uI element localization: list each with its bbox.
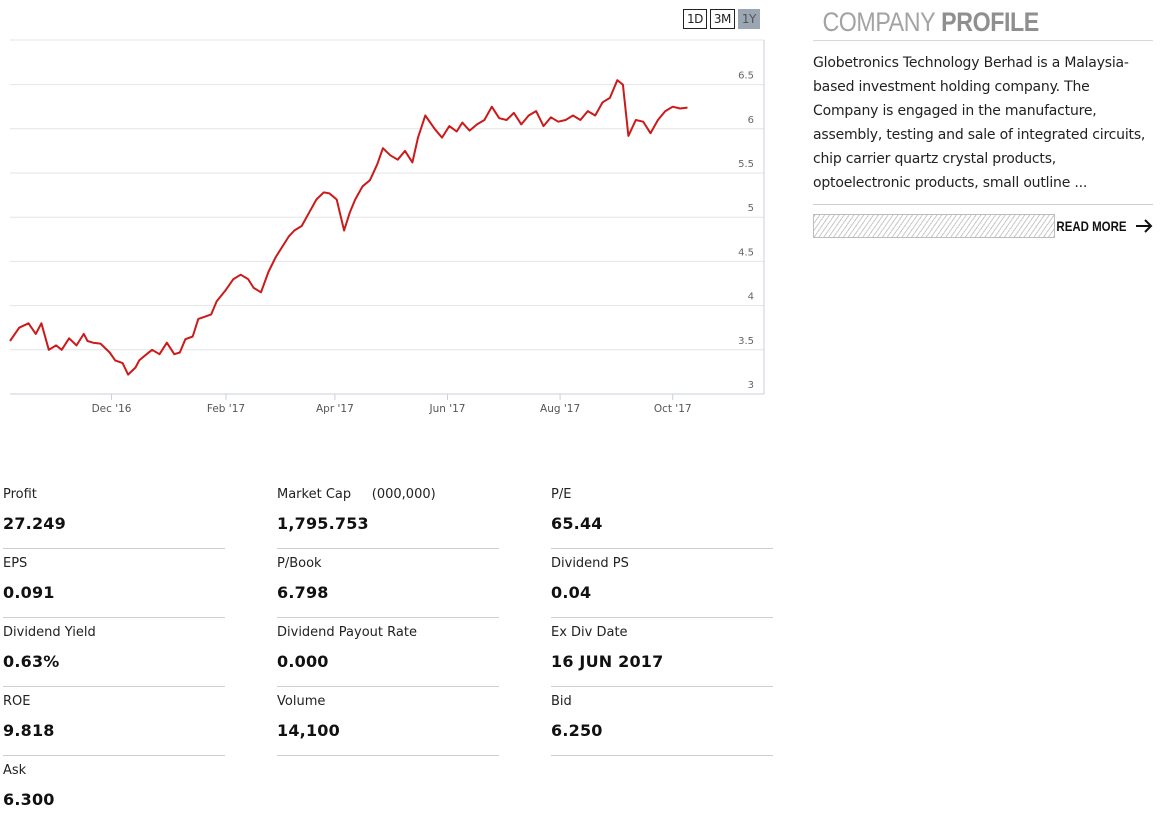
stat-divider bbox=[3, 548, 225, 549]
range-1d-button[interactable]: 1D bbox=[683, 9, 707, 29]
range-selector: 1D 3M 1Y bbox=[683, 9, 760, 29]
stat-value: 6.300 bbox=[3, 790, 55, 809]
company-profile-panel: COMPANY PROFILE Globetronics Technology … bbox=[813, 0, 1153, 240]
y-tick-label: 4.5 bbox=[738, 247, 754, 258]
y-tick-label: 5 bbox=[748, 203, 754, 214]
y-tick-label: 5.5 bbox=[738, 159, 754, 170]
stat-label: EPS bbox=[3, 556, 28, 571]
stat-divider bbox=[551, 548, 773, 549]
stat-item: Profit 27.249 bbox=[3, 480, 225, 549]
y-axis: 6.5 6 5.5 5 4.5 4 3.5 3 bbox=[738, 71, 754, 391]
x-tick-label: Feb '17 bbox=[207, 403, 245, 415]
x-tick-label: Apr '17 bbox=[316, 403, 354, 415]
stat-value: 9.818 bbox=[3, 721, 55, 740]
y-tick-label: 3.5 bbox=[738, 336, 754, 347]
stat-item: P/E 65.44 bbox=[551, 480, 773, 549]
stat-divider bbox=[277, 548, 499, 549]
stat-divider bbox=[277, 686, 499, 687]
arrow-right-icon bbox=[1136, 219, 1153, 233]
stat-label: Ask bbox=[3, 763, 27, 778]
stat-value: 14,100 bbox=[277, 721, 340, 740]
stat-label: Market Cap (000,000) bbox=[277, 487, 436, 502]
y-tick-label: 6 bbox=[748, 115, 754, 126]
price-series-line bbox=[9, 79, 688, 376]
stat-divider bbox=[277, 617, 499, 618]
chart-grid bbox=[10, 39, 765, 395]
stat-value: 27.249 bbox=[3, 514, 66, 533]
hatch-pattern bbox=[813, 214, 1055, 238]
stat-divider bbox=[277, 755, 499, 756]
x-tick-label: Jun '17 bbox=[428, 403, 465, 415]
profile-divider bbox=[813, 40, 1153, 41]
stat-value: 16 JUN 2017 bbox=[551, 652, 664, 671]
stat-item: Bid 6.250 bbox=[551, 687, 773, 756]
stat-divider bbox=[3, 686, 225, 687]
stat-value: 0.04 bbox=[551, 583, 592, 602]
read-more-link[interactable]: READ MORE bbox=[1041, 214, 1153, 238]
stat-label: Bid bbox=[551, 694, 572, 709]
stat-label: Profit bbox=[3, 487, 37, 502]
stat-item: ROE 9.818 bbox=[3, 687, 225, 756]
stat-item: Dividend PS 0.04 bbox=[551, 549, 773, 618]
x-tick-label: Dec '16 bbox=[92, 403, 132, 415]
stat-label: Ex Div Date bbox=[551, 625, 628, 640]
stat-divider bbox=[3, 755, 225, 756]
stat-label: P/Book bbox=[277, 556, 322, 571]
stat-item: Ask 6.300 bbox=[3, 756, 225, 814]
profile-bottom-divider bbox=[813, 204, 1153, 205]
stat-divider bbox=[551, 617, 773, 618]
profile-heading-bold: PROFILE bbox=[941, 7, 1039, 37]
y-tick-label: 4 bbox=[748, 292, 754, 303]
x-tick-label: Oct '17 bbox=[654, 403, 692, 415]
read-more-label: READ MORE bbox=[1056, 218, 1127, 234]
stat-item: Dividend Yield 0.63% bbox=[3, 618, 225, 687]
range-3m-button[interactable]: 3M bbox=[709, 9, 735, 29]
stat-value: 6.798 bbox=[277, 583, 329, 602]
stat-value: 6.250 bbox=[551, 721, 603, 740]
x-axis: Dec '16 Feb '17 Apr '17 Jun '17 Aug '17 Oct '… bbox=[92, 394, 692, 415]
read-more-row: READ MORE bbox=[813, 214, 1153, 240]
y-tick-label: 3 bbox=[748, 380, 754, 391]
stat-label: ROE bbox=[3, 694, 31, 709]
profile-description: Globetronics Technology Berhad is a Mala… bbox=[813, 55, 1146, 191]
stat-divider bbox=[551, 686, 773, 687]
range-1y-button[interactable]: 1Y bbox=[737, 9, 760, 29]
price-chart: 6.5 6 5.5 5 4.5 4 3.5 3 Dec '16 Feb '17 Apr '17 Ju… bbox=[9, 39, 765, 415]
stat-divider bbox=[3, 617, 225, 618]
stat-value: 1,795.753 bbox=[277, 514, 369, 533]
stat-item: EPS 0.091 bbox=[3, 549, 225, 618]
profile-heading: COMPANY PROFILE bbox=[813, 0, 1105, 44]
stat-value: 0.000 bbox=[277, 652, 329, 671]
stat-value: 65.44 bbox=[551, 514, 603, 533]
stat-item: P/Book 6.798 bbox=[277, 549, 499, 618]
x-tick-label: Aug '17 bbox=[540, 403, 580, 415]
stat-label: P/E bbox=[551, 487, 572, 502]
profile-heading-light: COMPANY bbox=[822, 7, 936, 37]
stat-label: Dividend PS bbox=[551, 556, 629, 571]
stat-divider bbox=[551, 755, 773, 756]
stat-value: 0.63% bbox=[3, 652, 60, 671]
stat-label: Dividend Payout Rate bbox=[277, 625, 417, 640]
stat-item: Dividend Payout Rate 0.000 bbox=[277, 618, 499, 687]
stat-item: Market Cap (000,000) 1,795.753 bbox=[277, 480, 499, 549]
stat-value: 0.091 bbox=[3, 583, 55, 602]
stat-label: Volume bbox=[277, 694, 326, 709]
stat-label: Dividend Yield bbox=[3, 625, 96, 640]
y-tick-label: 6.5 bbox=[738, 71, 754, 82]
stat-item: Volume 14,100 bbox=[277, 687, 499, 756]
stat-item: Ex Div Date 16 JUN 2017 bbox=[551, 618, 773, 687]
